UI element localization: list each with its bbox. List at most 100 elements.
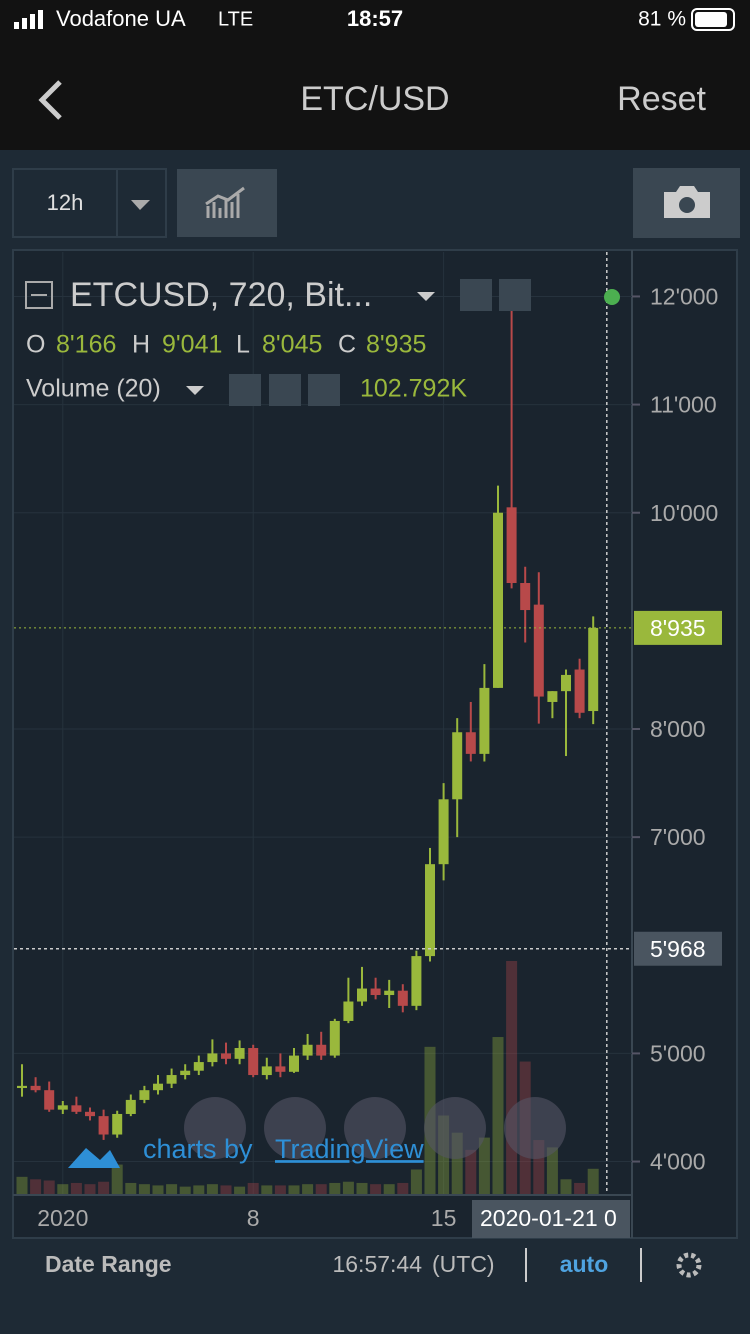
scroll-right[interactable] bbox=[504, 1097, 566, 1159]
candle-body bbox=[221, 1053, 231, 1059]
carrier: Vodafone UA bbox=[56, 6, 186, 31]
volume-bar bbox=[587, 1168, 599, 1194]
gear[interactable] bbox=[499, 279, 531, 311]
volume-bar bbox=[478, 1137, 490, 1194]
chart-panel bbox=[12, 249, 738, 1239]
h-label: H bbox=[132, 331, 150, 359]
candle-body bbox=[139, 1090, 150, 1100]
zoom-in[interactable] bbox=[424, 1097, 486, 1159]
clock: 18:57 bbox=[347, 6, 403, 31]
volume-bar bbox=[43, 1180, 55, 1194]
vol-close[interactable] bbox=[308, 374, 340, 406]
y-tick-label: 5'000 bbox=[650, 1040, 706, 1066]
candle-body bbox=[574, 669, 585, 713]
volume-bar bbox=[16, 1176, 28, 1194]
volume-bar bbox=[30, 1179, 42, 1194]
interval[interactable]: 12h bbox=[47, 190, 84, 215]
candle-body bbox=[493, 512, 503, 688]
volume-bar bbox=[247, 1182, 259, 1194]
candle-body bbox=[506, 507, 517, 584]
candle-body bbox=[153, 1083, 163, 1091]
volume-bar bbox=[288, 1185, 300, 1194]
volume-bar bbox=[179, 1186, 191, 1194]
y-tick-label: 7'000 bbox=[650, 824, 706, 850]
candle-body bbox=[357, 988, 367, 1002]
volume-bar bbox=[166, 1184, 178, 1194]
volume-bar bbox=[125, 1182, 137, 1194]
candle-body bbox=[561, 674, 571, 692]
candle-body bbox=[452, 732, 463, 800]
crosshair-date-box bbox=[472, 1200, 630, 1238]
volume-bar bbox=[356, 1182, 368, 1194]
candle-body bbox=[17, 1085, 27, 1089]
volume-dropdown[interactable] bbox=[186, 386, 204, 395]
collapse[interactable] bbox=[25, 281, 53, 309]
candle-body bbox=[411, 956, 422, 1006]
auto[interactable]: auto bbox=[560, 1251, 609, 1277]
y-tick-label: 11'000 bbox=[650, 392, 717, 418]
overlay: ETCUSD, 720, Bit... O 8'166 H 9'041 L 8'… bbox=[25, 276, 566, 1168]
volume-bar bbox=[410, 1169, 422, 1194]
y-tick-label: 12'000 bbox=[650, 284, 718, 310]
battery bbox=[691, 8, 735, 31]
vol-eye[interactable] bbox=[229, 374, 261, 406]
candle-body bbox=[71, 1105, 82, 1112]
candle-body bbox=[479, 687, 490, 754]
volume-bar bbox=[342, 1181, 354, 1194]
volume-bar bbox=[302, 1184, 314, 1194]
volume-bar bbox=[329, 1182, 341, 1194]
tz[interactable]: (UTC) bbox=[432, 1251, 495, 1277]
y-tick-label: 4'000 bbox=[650, 1149, 706, 1175]
volume-name: Volume (20) bbox=[26, 375, 161, 403]
candle-body bbox=[30, 1085, 41, 1091]
volume-bar bbox=[57, 1184, 69, 1194]
volume-bar bbox=[315, 1184, 327, 1194]
l: 8'045 bbox=[262, 331, 322, 359]
candle-body bbox=[533, 604, 544, 697]
candle-body bbox=[397, 990, 408, 1006]
vol-gear[interactable] bbox=[269, 374, 301, 406]
candle-body bbox=[112, 1113, 123, 1135]
volume-bar bbox=[546, 1147, 558, 1194]
candle-body bbox=[85, 1111, 95, 1117]
eye[interactable] bbox=[460, 279, 492, 311]
settings[interactable] bbox=[676, 1252, 702, 1278]
zoom-out[interactable] bbox=[264, 1097, 326, 1159]
volume-bar bbox=[465, 1149, 477, 1194]
volume-bar bbox=[220, 1185, 232, 1194]
reset-zoom[interactable] bbox=[344, 1097, 406, 1159]
y-tick-label: 8'000 bbox=[650, 716, 706, 742]
watermark-brand[interactable]: TradingView bbox=[275, 1134, 424, 1164]
symbol: ETCUSD, 720, Bit... bbox=[70, 276, 372, 314]
candle-body bbox=[438, 799, 449, 865]
last-price-box bbox=[634, 610, 722, 645]
candle-body bbox=[125, 1099, 136, 1114]
volume-bar bbox=[533, 1140, 545, 1194]
volume-bar bbox=[274, 1185, 286, 1194]
candle-body bbox=[588, 627, 599, 712]
candle-body bbox=[302, 1044, 313, 1056]
network: LTE bbox=[218, 8, 253, 30]
dropdown[interactable] bbox=[131, 200, 150, 210]
date-range[interactable]: Date Range bbox=[45, 1251, 172, 1277]
candle-body bbox=[44, 1090, 55, 1110]
back[interactable] bbox=[38, 80, 62, 120]
reset[interactable]: Reset bbox=[617, 80, 706, 118]
candle-body bbox=[547, 691, 558, 702]
l-label: L bbox=[236, 331, 250, 359]
symbol-dropdown[interactable] bbox=[417, 292, 435, 301]
live-dot bbox=[604, 289, 620, 305]
volume-bar bbox=[193, 1185, 205, 1194]
volume-value: 102.792K bbox=[360, 375, 467, 403]
signal bbox=[14, 10, 43, 29]
x-tick-label: 2020 bbox=[37, 1205, 88, 1231]
y-tick-label: 10'000 bbox=[650, 500, 718, 526]
candle-body bbox=[329, 1020, 340, 1056]
volume-bar bbox=[111, 1164, 123, 1194]
scroll-left[interactable] bbox=[184, 1097, 246, 1159]
candle-body bbox=[248, 1048, 259, 1076]
interval-box[interactable] bbox=[12, 168, 167, 238]
crosshair-date: 2020-01-21 0 bbox=[480, 1205, 617, 1231]
camera-lens bbox=[679, 197, 695, 213]
